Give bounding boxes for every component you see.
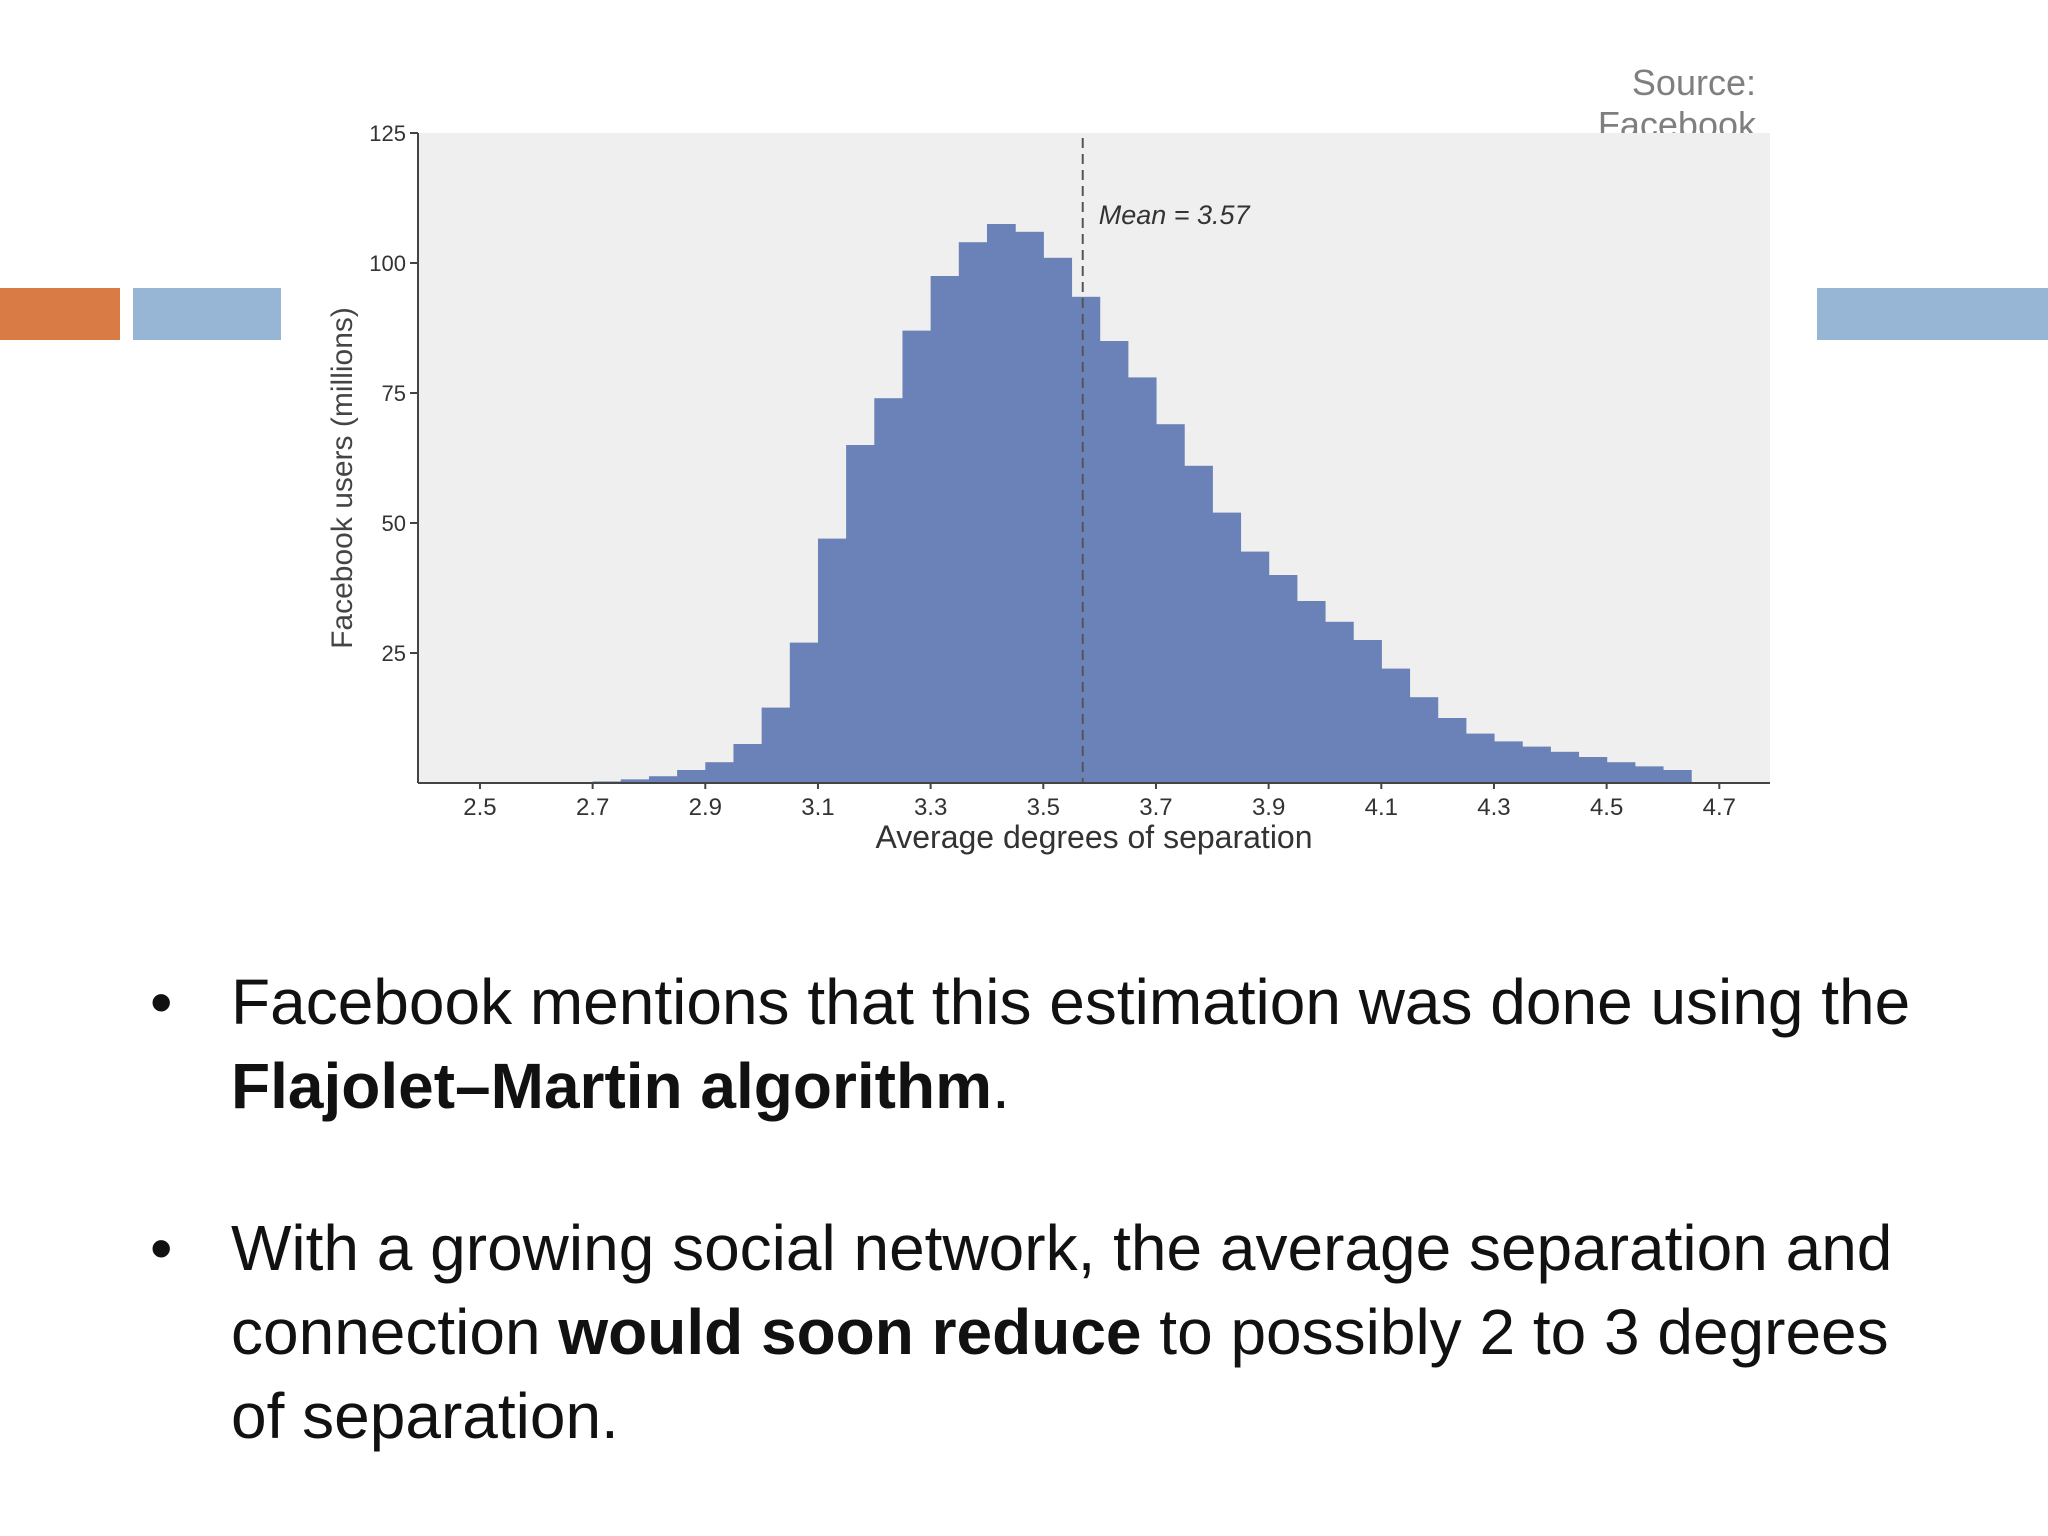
histogram-bar bbox=[1212, 512, 1242, 783]
x-tick-label: 4.5 bbox=[1590, 794, 1623, 821]
histogram-bar bbox=[1662, 770, 1692, 783]
histogram-bar bbox=[817, 538, 847, 783]
histogram-bar bbox=[1606, 762, 1636, 783]
x-tick-label: 3.7 bbox=[1139, 794, 1172, 821]
bullet-1-text: Facebook mentions that this estimation w… bbox=[231, 966, 1911, 1038]
x-tick-label: 4.7 bbox=[1703, 794, 1736, 821]
x-axis-label: Average degrees of separation bbox=[875, 819, 1312, 855]
y-tick-label: 25 bbox=[382, 641, 406, 666]
bullet-item-2: • With a growing social network, the aver… bbox=[150, 1206, 1940, 1458]
bullet-list: • Facebook mentions that this estimation … bbox=[150, 960, 1940, 1458]
accent-bar-orange bbox=[0, 288, 120, 340]
y-tick-label: 125 bbox=[369, 121, 406, 146]
histogram-bar bbox=[1155, 424, 1185, 783]
histogram-bar bbox=[1465, 733, 1495, 783]
bullet-1-emphasis: Flajolet–Martin algorithm bbox=[231, 1050, 992, 1122]
bullet-item-1: • Facebook mentions that this estimation … bbox=[150, 960, 1940, 1128]
y-axis-ticks: 25 50 75 100 125 bbox=[369, 121, 418, 666]
x-tick-label: 2.9 bbox=[689, 794, 722, 821]
y-tick-label: 75 bbox=[382, 381, 406, 406]
histogram-bar bbox=[930, 276, 960, 783]
histogram-bar bbox=[1296, 601, 1326, 783]
x-tick-label: 3.1 bbox=[801, 794, 834, 821]
histogram-bar bbox=[1043, 257, 1073, 783]
histogram-bar bbox=[1409, 697, 1439, 783]
x-axis-ticks: 2.5 2.7 2.9 3.1 3.3 3.5 3.7 3.9 4.1 4.3 4.5 4.7 bbox=[463, 783, 1736, 821]
accent-bar-blue-right bbox=[1817, 288, 2048, 340]
histogram-bar bbox=[1522, 746, 1551, 783]
histogram-bar bbox=[1099, 341, 1129, 783]
histogram-bar bbox=[1550, 751, 1580, 783]
bullet-2-end: to possibly 2 to 3 degrees of separation… bbox=[231, 1296, 1889, 1452]
mean-label: Mean = 3.57 bbox=[1099, 200, 1251, 230]
histogram-chart: Mean = 3.57 25 50 75 100 125 2.5 2.7 2.9 3.1 3.3… bbox=[326, 121, 1770, 855]
y-tick-label: 50 bbox=[382, 511, 406, 536]
histogram-bar bbox=[733, 744, 763, 783]
x-tick-label: 4.1 bbox=[1365, 794, 1398, 821]
histogram-bar bbox=[1578, 757, 1608, 783]
bullet-icon: • bbox=[150, 966, 173, 1038]
histogram-bar bbox=[705, 762, 735, 783]
histogram-bar bbox=[1240, 551, 1270, 783]
histogram-bar bbox=[1184, 465, 1213, 783]
histogram-bar bbox=[1015, 231, 1044, 784]
histogram-bar bbox=[1493, 741, 1523, 783]
histogram-bar bbox=[789, 642, 819, 783]
x-tick-label: 3.3 bbox=[914, 794, 947, 821]
histogram-bar bbox=[648, 776, 678, 783]
bullet-icon: • bbox=[150, 1212, 173, 1284]
x-tick-label: 3.5 bbox=[1027, 794, 1060, 821]
histogram-bar bbox=[874, 398, 904, 783]
bullet-2-emphasis: would soon reduce bbox=[558, 1296, 1142, 1368]
x-tick-label: 2.7 bbox=[576, 794, 609, 821]
histogram-bar bbox=[1437, 718, 1467, 783]
histogram-bar bbox=[1268, 575, 1298, 783]
histogram-bar bbox=[1127, 377, 1157, 783]
y-tick-label: 100 bbox=[369, 251, 406, 276]
histogram-bars bbox=[592, 224, 1692, 784]
histogram-bar bbox=[1353, 640, 1382, 783]
y-axis-label: Facebook users (millions) bbox=[326, 307, 359, 649]
histogram-bar bbox=[902, 330, 932, 783]
x-tick-label: 4.3 bbox=[1477, 794, 1510, 821]
x-tick-label: 2.5 bbox=[463, 794, 496, 821]
histogram-bar bbox=[986, 224, 1016, 783]
histogram-bar bbox=[1634, 766, 1664, 783]
bullet-2-text: With a growing social network, the avera… bbox=[231, 1212, 1893, 1368]
histogram-bar bbox=[1071, 296, 1101, 783]
histogram-bar bbox=[1324, 621, 1354, 783]
accent-bar-blue-left bbox=[133, 288, 281, 340]
x-tick-label: 3.9 bbox=[1252, 794, 1285, 821]
histogram-bar bbox=[677, 770, 706, 783]
histogram-bar bbox=[1381, 668, 1411, 783]
bullet-1-end: . bbox=[991, 1050, 1010, 1122]
histogram-bar bbox=[958, 242, 988, 783]
histogram-bar bbox=[846, 445, 875, 783]
histogram-bar bbox=[620, 779, 650, 783]
histogram-bar bbox=[761, 707, 791, 783]
